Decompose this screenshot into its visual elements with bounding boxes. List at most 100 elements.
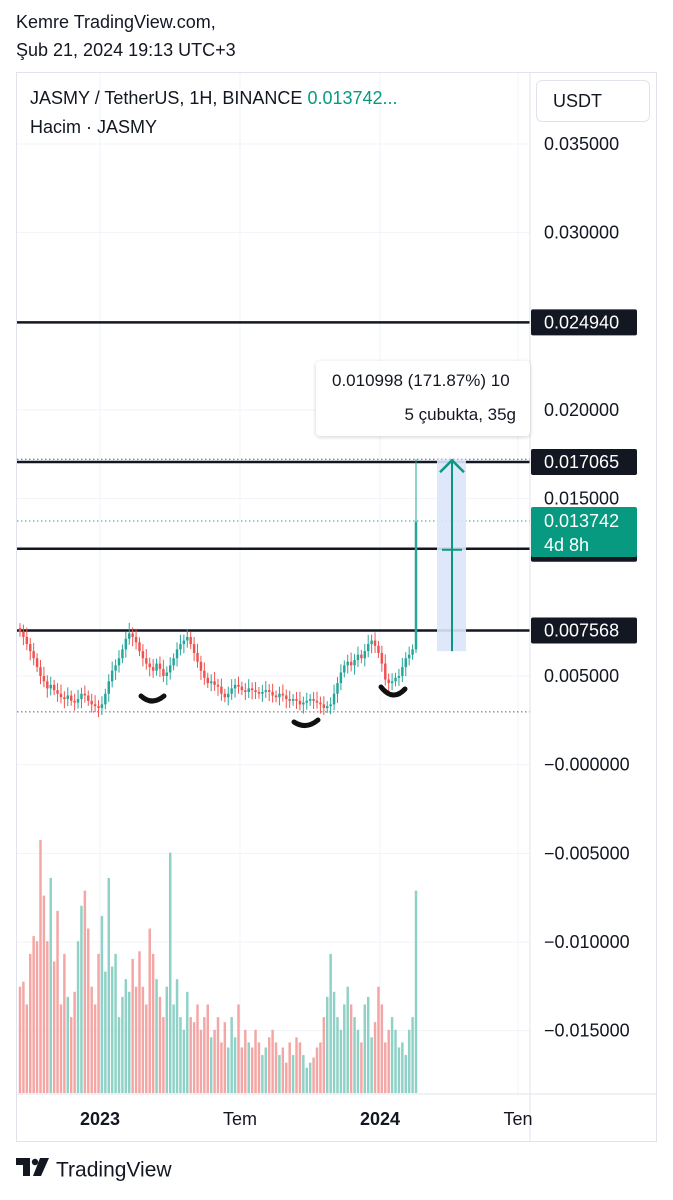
candle-body [411,649,414,655]
volume-bar [213,1029,216,1093]
candle-body [179,644,182,650]
symbol-legend[interactable]: JASMY / TetherUS, 1H, BINANCE 0.013742..… [30,88,398,109]
candle-body [274,695,278,698]
volume-bar [298,1042,302,1093]
cup-mark-2 [291,717,321,728]
y-tick-label: −0.005000 [544,843,630,863]
price-labels: 0.0249400.0170650.0121780.0075680.013742… [531,309,637,644]
candle-body [312,699,315,701]
volume-bar [80,905,83,1093]
volume-bar [175,979,179,1093]
volume-bar [56,910,59,1093]
volume-bar [305,1067,308,1093]
volume-bar [312,1057,315,1093]
y-tick-label: −0.015000 [544,1021,630,1041]
volume-bar [261,1055,264,1093]
volume-bar [363,1004,367,1093]
volume-bar [380,1004,384,1093]
candle-body [49,684,52,689]
volume-legend[interactable]: Hacim · JASMY [30,117,158,137]
x-tick-label: Tem [223,1109,257,1129]
candle-body [46,681,49,689]
candle-body [141,651,145,659]
candle-body [254,690,257,692]
volume-bar [295,1037,298,1093]
x-tick-label: 2024 [360,1109,400,1129]
candle-body [264,690,268,692]
x-tick-label: Ten [503,1109,532,1129]
volume-bar [322,1017,326,1093]
candle-body [261,691,264,694]
candle-body [186,636,189,641]
candle-body [76,699,80,703]
volume-bar [233,1037,237,1093]
cup-mark-3 [378,684,408,698]
candle-body [90,700,93,705]
volume-bar [339,1029,343,1093]
candle-body [308,699,312,701]
candle-body [151,667,155,671]
hand-drawn-marks [138,684,408,728]
legend-price: 0.013742... [307,88,398,108]
candle-body [343,665,346,673]
price-label-badge [531,449,637,476]
candle-body [162,668,165,676]
measure-tool[interactable] [437,458,466,652]
measure-change: 0.010998 (171.87%) 10 [332,371,510,390]
volume-bar [209,1037,213,1093]
volume-bar [121,996,124,1093]
volume-bar [356,1029,360,1093]
candle-body [209,681,213,684]
volume-bar [278,1055,281,1093]
volume-bar [138,951,141,1093]
volume-bar [401,1042,404,1093]
volume-bar [390,1017,394,1093]
volume-bar [148,928,151,1093]
candle-body [107,681,110,694]
candle-body [244,690,247,692]
candle-body [66,695,70,700]
volume-bar [329,953,332,1093]
candle-body [319,702,322,705]
candle-body [240,686,244,691]
candle-body [63,697,66,700]
candles [18,459,418,718]
candle-body [349,661,353,666]
symbol-name: JASMY / TetherUS, 1H, BINANCE [30,88,303,108]
candle-body [288,699,291,701]
candle-body [285,695,288,700]
volume-bar [145,1004,148,1093]
volume-bar [267,1037,271,1093]
candle-body [366,644,370,652]
candle-body [271,691,274,696]
candle-body [172,658,175,666]
candle-body [360,654,363,659]
candle-body [223,693,227,698]
bar-countdown-text: 4d 8h [544,535,589,555]
footer-brand[interactable]: TradingView [16,1158,172,1186]
candle-body [353,660,356,666]
candle-body [278,693,281,698]
candle-body [257,691,261,694]
candle-body [52,684,56,691]
volume-bar [360,1042,363,1093]
volume-bar [377,986,380,1093]
currency-button[interactable]: USDT [536,80,650,122]
candle-body [192,644,196,653]
candle-body [114,665,117,671]
volume-bar [42,895,46,1093]
volume-bar [227,1047,230,1093]
candle-body [59,693,63,698]
volume-bar [387,1029,390,1093]
volume-bar [104,971,107,1093]
candle-body [281,693,285,696]
volume-bar [29,953,32,1093]
candle-body [373,640,377,646]
volume-bar [257,1042,261,1093]
volume-bar [162,1017,165,1093]
volume-bar [76,941,80,1093]
volume-bar [384,1042,387,1093]
candle-body [134,636,138,643]
volume-bar [247,1042,250,1093]
